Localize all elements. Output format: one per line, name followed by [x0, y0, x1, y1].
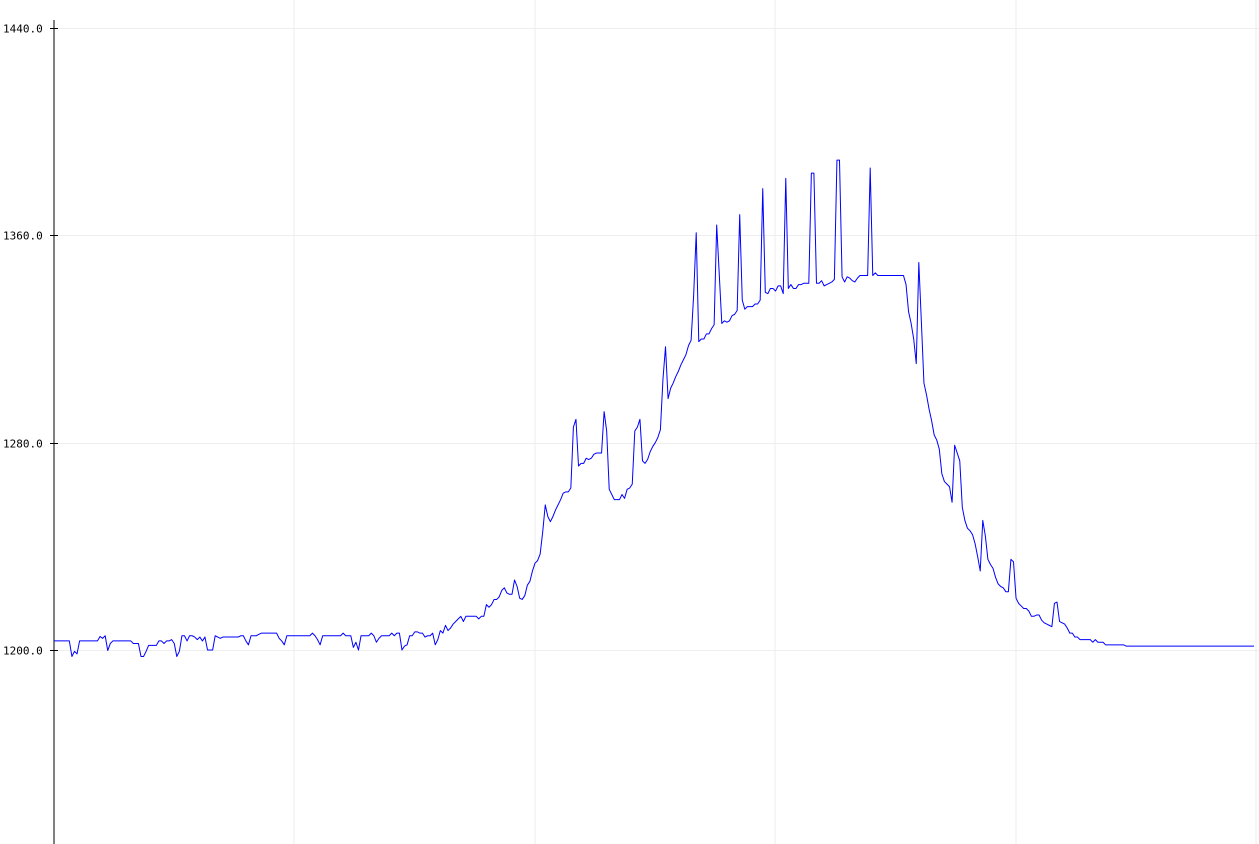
y-tick-label: 1200.0 — [3, 645, 43, 658]
tick-layer: 1440.0 1360.0 1280.0 1200.0 — [3, 23, 58, 658]
y-tick-label: 1360.0 — [3, 230, 43, 243]
series-layer — [54, 159, 1254, 657]
grid-layer — [54, 0, 1259, 844]
series-line — [54, 159, 1254, 657]
y-tick-label: 1440.0 — [3, 23, 43, 36]
y-tick-label: 1280.0 — [3, 438, 43, 451]
